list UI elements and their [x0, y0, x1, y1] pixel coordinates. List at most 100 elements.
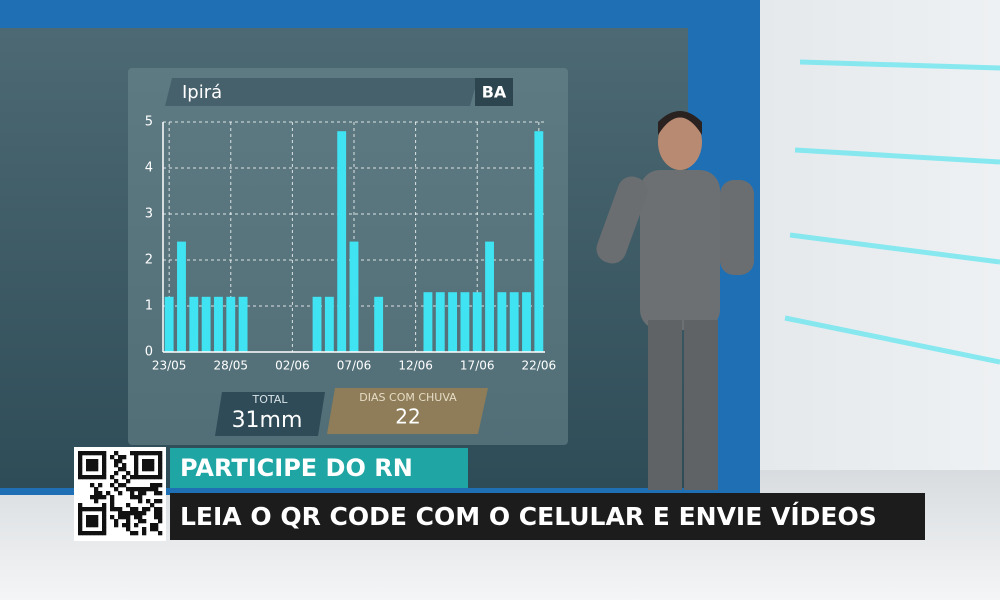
qr-module	[126, 515, 131, 520]
qr-module	[94, 463, 99, 468]
qr-module	[126, 519, 131, 524]
qr-module	[86, 463, 91, 468]
qr-module	[154, 527, 159, 532]
qr-module	[90, 515, 95, 520]
qr-module	[122, 467, 127, 472]
qr-module	[154, 499, 159, 504]
qr-module	[110, 499, 115, 504]
x-tick-label: 28/05	[213, 359, 248, 373]
qr-module	[158, 451, 163, 456]
qr-module	[114, 471, 119, 476]
qr-module	[90, 523, 95, 528]
plot: 0 1 2 3 4 5 23/05 28/05 02/06 07/06 12/06 17/06 22/0…	[145, 115, 556, 373]
qr-module	[158, 455, 163, 460]
qr-module	[158, 459, 163, 464]
qr-module	[98, 483, 103, 488]
qr-module	[146, 487, 151, 492]
qr-module	[138, 499, 143, 504]
days-box	[327, 388, 488, 434]
chart-title: Ipirá	[182, 82, 222, 103]
bar	[497, 292, 507, 352]
qr-module	[90, 451, 95, 456]
qr-module	[94, 507, 99, 512]
qr-module	[78, 455, 83, 460]
qr-module	[142, 511, 147, 516]
days-label: DIAS COM CHUVA	[359, 391, 457, 404]
qr-module	[154, 491, 159, 496]
qr-module	[102, 467, 107, 472]
qr-module	[138, 475, 143, 480]
qr-module	[150, 487, 155, 492]
state-badge	[475, 78, 513, 106]
qr-module	[134, 451, 139, 456]
qr-module	[142, 451, 147, 456]
qr-module	[90, 459, 95, 464]
qr-module	[78, 527, 83, 532]
qr-module	[158, 531, 163, 536]
qr-module	[130, 491, 135, 496]
bar	[522, 292, 531, 352]
qr-module	[130, 475, 135, 480]
title-bar	[165, 78, 478, 106]
qr-module	[122, 523, 127, 528]
qr-module	[94, 523, 99, 528]
qr-module	[118, 511, 123, 516]
total-box	[215, 392, 325, 436]
qr-module	[78, 523, 83, 528]
qr-module	[134, 459, 139, 464]
bar	[189, 296, 199, 352]
message-text: LEIA O QR CODE COM O CELULAR E ENVIE VÍD…	[180, 502, 877, 531]
y-tick-label: 5	[145, 115, 153, 130]
qr-module	[118, 483, 123, 488]
qr-module	[86, 515, 91, 520]
qr-module	[138, 515, 143, 520]
qr-module	[102, 451, 107, 456]
qr-module	[94, 475, 99, 480]
bar	[509, 292, 519, 352]
qr-module	[142, 527, 147, 532]
qr-module	[90, 519, 95, 524]
qr-module	[154, 515, 159, 520]
qr-module	[158, 499, 163, 504]
qr-module	[130, 451, 135, 456]
qr-module	[102, 511, 107, 516]
qr-module	[146, 507, 151, 512]
qr-module	[138, 491, 143, 496]
x-tick-label: 23/05	[152, 359, 187, 373]
qr-module	[78, 471, 83, 476]
qr-module	[90, 495, 95, 500]
qr-module	[150, 503, 155, 508]
qr-module	[106, 491, 111, 496]
qr-module	[98, 475, 103, 480]
qr-module	[98, 495, 103, 500]
qr-module	[158, 475, 163, 480]
qr-module	[78, 475, 83, 480]
qr-module	[118, 467, 123, 472]
qr-module	[130, 495, 135, 500]
qr-module	[134, 487, 139, 492]
qr-module	[94, 451, 99, 456]
qr-module	[102, 503, 107, 508]
qr-module	[102, 531, 107, 536]
qr-module	[110, 515, 115, 520]
qr-module	[118, 515, 123, 520]
y-tick-label: 1	[145, 299, 153, 314]
qr-module	[130, 531, 135, 536]
qr-module	[150, 467, 155, 472]
qr-module	[114, 479, 119, 484]
qr-module	[142, 519, 147, 524]
qr-module	[134, 463, 139, 468]
qr-module	[118, 459, 123, 464]
qr-module	[138, 519, 143, 524]
qr-module	[98, 451, 103, 456]
qr-module	[142, 467, 147, 472]
qr-module	[158, 511, 163, 516]
bar	[312, 296, 322, 352]
qr-module	[118, 455, 123, 460]
qr-module	[114, 519, 119, 524]
qr-module	[154, 475, 159, 480]
y-tick-label: 4	[145, 161, 153, 176]
qr-module	[158, 507, 163, 512]
qr-module	[122, 511, 127, 516]
